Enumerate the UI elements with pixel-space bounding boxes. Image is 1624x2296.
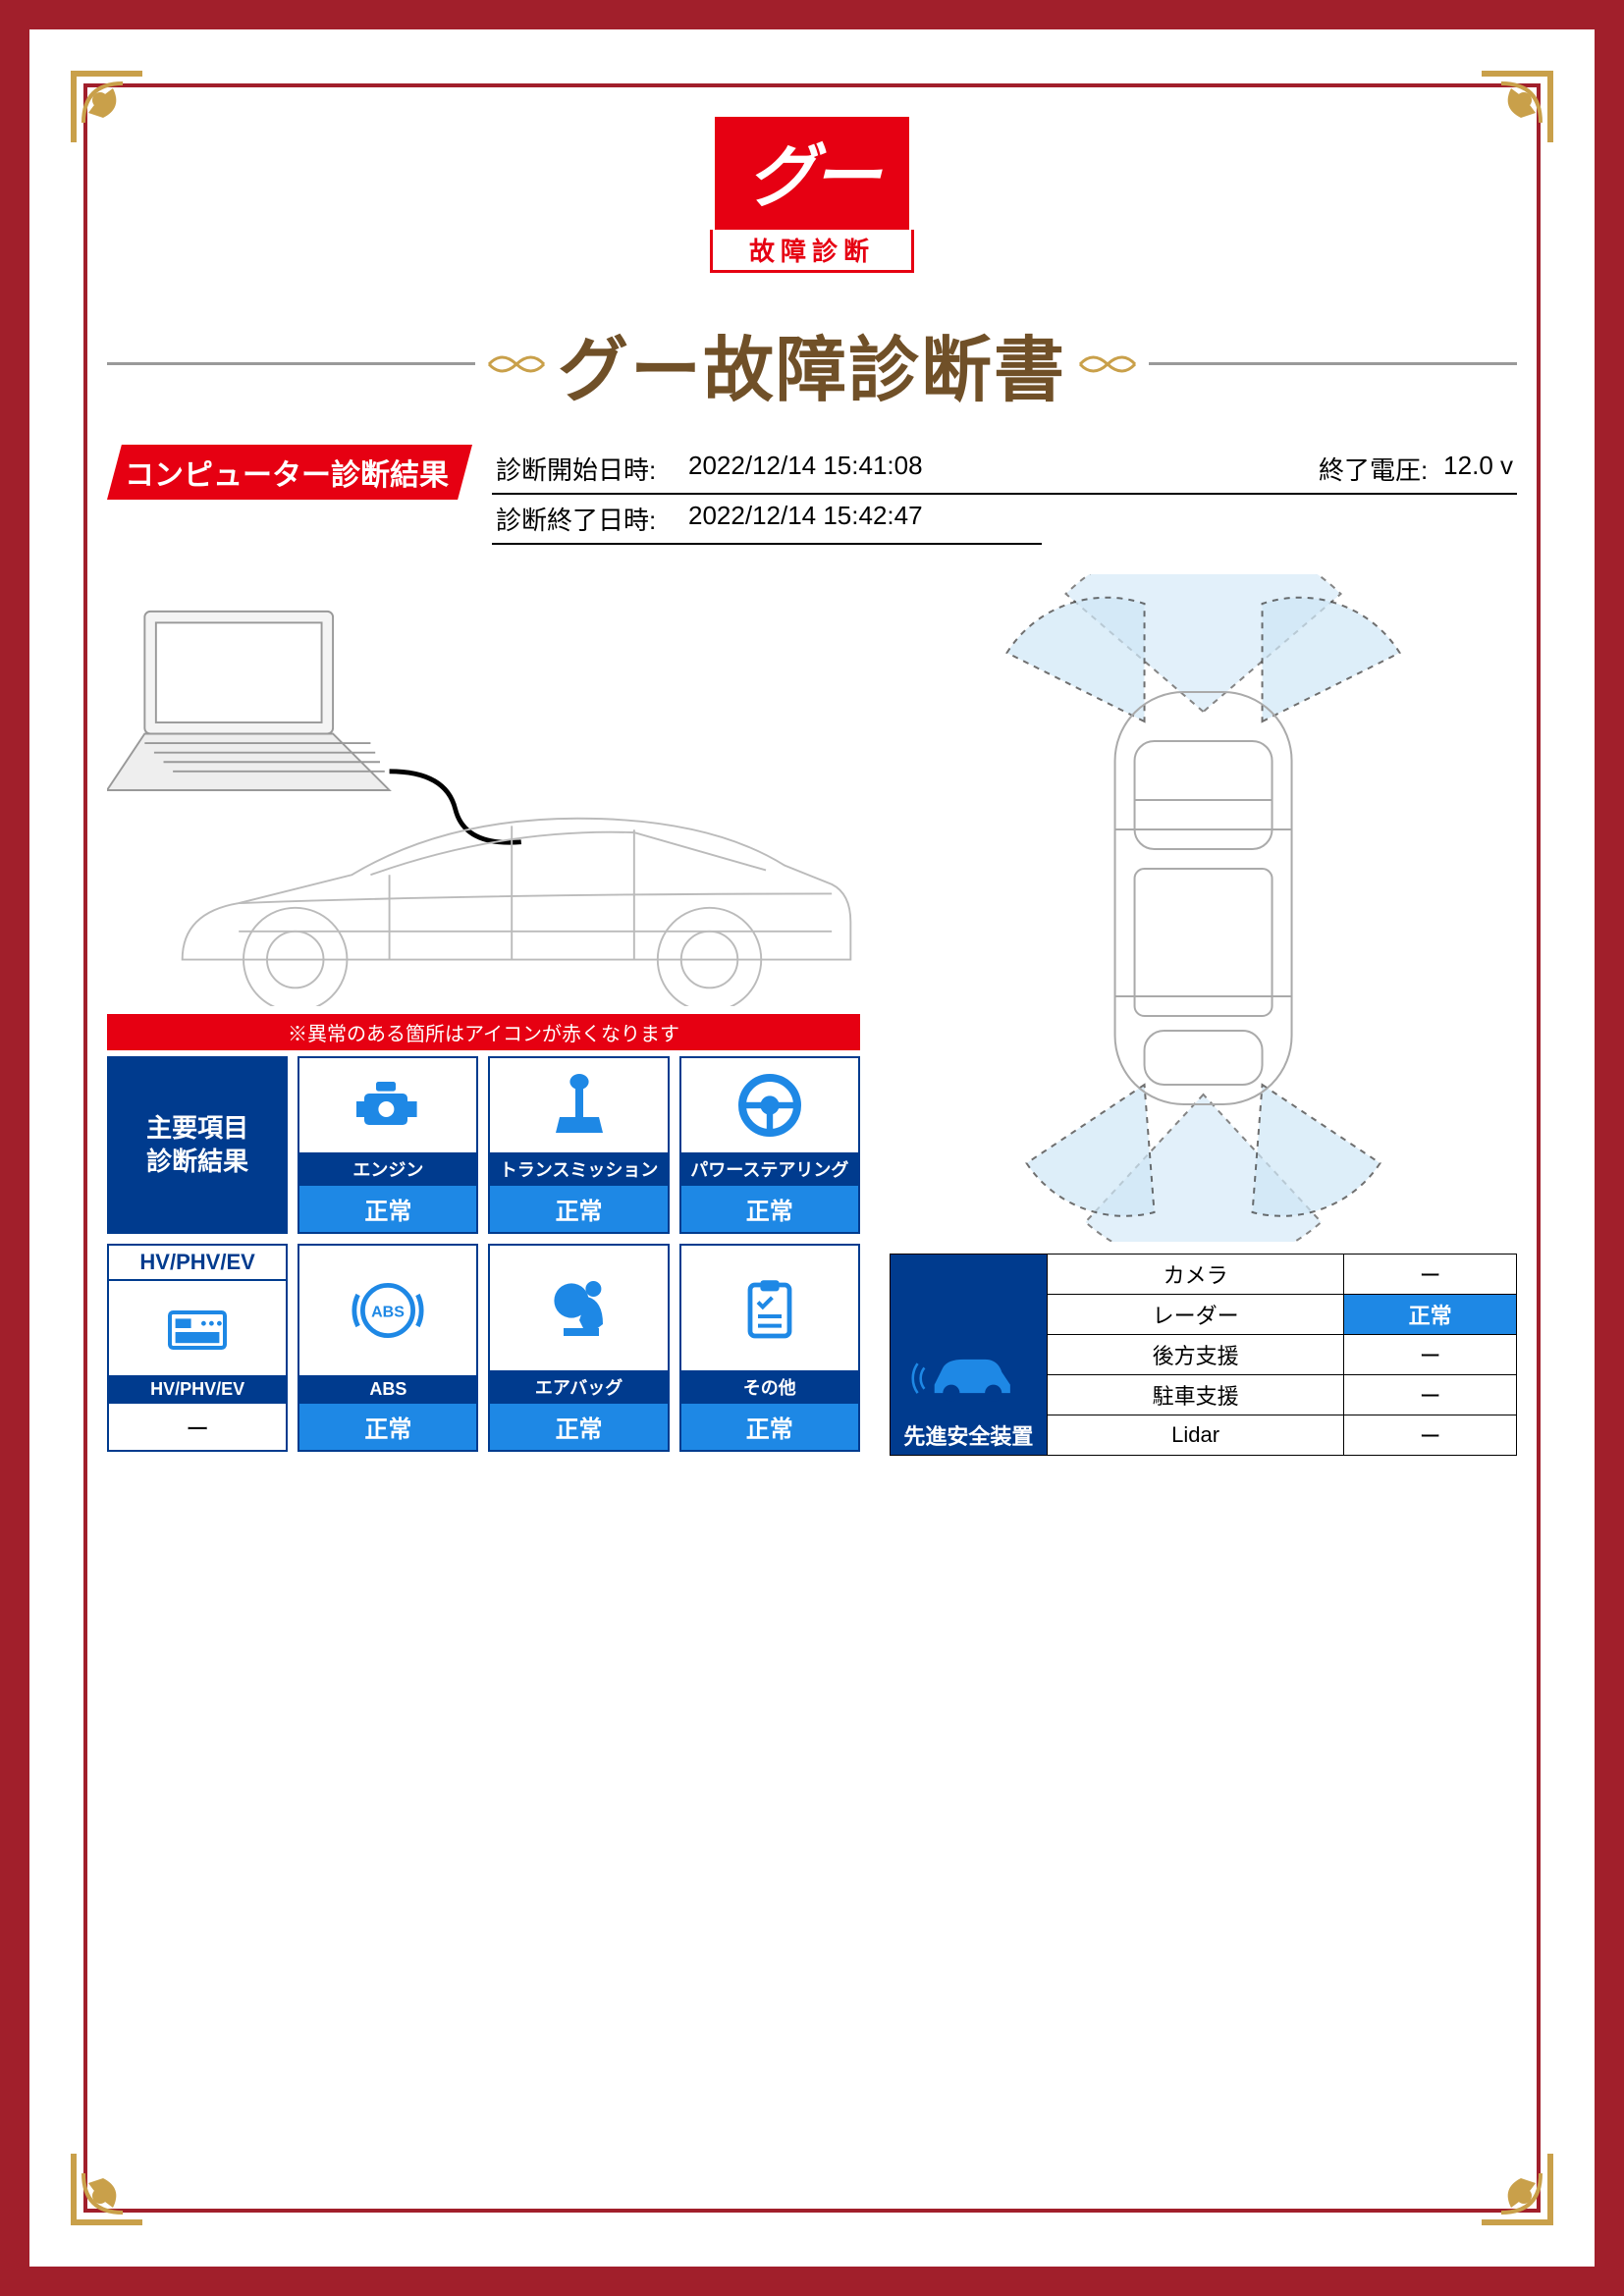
tile-header: 主要項目 診断結果: [107, 1056, 288, 1234]
tile-hv-header: HV/PHV/EV: [109, 1246, 286, 1281]
page-frame: グー 故障診断 グー故障診断書 コンピューター診断結果 診断開始日時: 2022…: [29, 29, 1595, 2267]
tiles-grid: 主要項目 診断結果 エンジン 正常: [107, 1056, 860, 1452]
adas-row-4-value: ー: [1344, 1415, 1517, 1456]
tile-hv: HV/PHV/EV HV/PHV/EV ー: [107, 1244, 288, 1452]
adas-row-0-label: カメラ: [1047, 1255, 1343, 1295]
adas-row-4-label: Lidar: [1047, 1415, 1343, 1456]
title-rule-right: [1149, 362, 1517, 365]
tile-engine-label: エンジン: [299, 1152, 476, 1186]
tile-engine-status: 正常: [299, 1186, 476, 1232]
logo-main: グー: [715, 117, 909, 230]
start-label: 診断開始日時:: [496, 451, 673, 487]
tile-steering: パワーステアリング 正常: [679, 1056, 860, 1234]
adas-row-2-value: ー: [1344, 1335, 1517, 1375]
svg-text:ABS: ABS: [371, 1304, 405, 1320]
left-column: ※異常のある箇所はアイコンが赤くなります 主要項目 診断結果 エンジン 正常: [107, 574, 860, 1456]
tile-transmission-label: トランスミッション: [490, 1152, 667, 1186]
adas-row-1-value: 正常: [1344, 1295, 1517, 1335]
tile-header-text: 主要項目 診断結果: [109, 1058, 286, 1232]
tile-airbag: エアバッグ 正常: [488, 1244, 669, 1452]
tile-other-status: 正常: [681, 1404, 858, 1450]
tile-abs-status: 正常: [299, 1404, 476, 1450]
hv-icon: [109, 1281, 286, 1375]
title-row: グー故障診断書: [107, 312, 1517, 415]
end-value: 2022/12/14 15:42:47: [688, 501, 923, 537]
corner-ornament-icon: [69, 69, 147, 147]
corner-ornament-icon: [1477, 2149, 1555, 2227]
tile-transmission: トランスミッション 正常: [488, 1056, 669, 1234]
tile-engine: エンジン 正常: [298, 1056, 478, 1234]
engine-icon: [299, 1058, 476, 1152]
adas-table: 先進安全装置 カメラ ー レーダー 正常 後方支援 ー 駐車支援: [890, 1254, 1517, 1456]
transmission-icon: [490, 1058, 667, 1152]
tile-abs: ABS ABS 正常: [298, 1244, 478, 1452]
tile-abs-label: ABS: [299, 1375, 476, 1404]
clipboard-icon: [681, 1246, 858, 1370]
voltage-value: 12.0 v: [1443, 451, 1513, 487]
adas-header-cell: 先進安全装置: [890, 1255, 1047, 1456]
tile-airbag-status: 正常: [490, 1404, 667, 1450]
tile-airbag-label: エアバッグ: [490, 1370, 667, 1404]
corner-ornament-icon: [69, 2149, 147, 2227]
laptop-car-illustration: [107, 574, 860, 1006]
tile-steering-status: 正常: [681, 1186, 858, 1232]
tile-other: その他 正常: [679, 1244, 860, 1452]
page-title: グー故障診断書: [558, 312, 1066, 415]
abs-icon: ABS: [299, 1246, 476, 1375]
tile-hv-label: HV/PHV/EV: [109, 1375, 286, 1404]
title-rule-left: [107, 362, 475, 365]
logo: グー 故障診断: [107, 117, 1517, 273]
meta-row: コンピューター診断結果 診断開始日時: 2022/12/14 15:41:08 …: [107, 445, 1517, 545]
adas-row-1-label: レーダー: [1047, 1295, 1343, 1335]
right-column: 先進安全装置 カメラ ー レーダー 正常 後方支援 ー 駐車支援: [890, 574, 1517, 1456]
adas-row-3-label: 駐車支援: [1047, 1375, 1343, 1415]
airbag-icon: [490, 1246, 667, 1370]
ornament-left-icon: [487, 342, 546, 386]
start-value: 2022/12/14 15:41:08: [688, 451, 923, 487]
diagram-row: ※異常のある箇所はアイコンが赤くなります 主要項目 診断結果 エンジン 正常: [107, 574, 1517, 1456]
adas-row-3-value: ー: [1344, 1375, 1517, 1415]
tile-hv-status: ー: [109, 1404, 286, 1450]
end-label: 診断終了日時:: [496, 501, 673, 537]
tile-transmission-status: 正常: [490, 1186, 667, 1232]
adas-row-0-value: ー: [1344, 1255, 1517, 1295]
voltage-label: 終了電圧:: [1319, 451, 1428, 487]
adas-car-icon: [898, 1339, 1039, 1419]
adas-row-2-label: 後方支援: [1047, 1335, 1343, 1375]
steering-icon: [681, 1058, 858, 1152]
meta-fields: 診断開始日時: 2022/12/14 15:41:08 終了電圧: 12.0 v…: [492, 445, 1517, 545]
adas-header-text: 先進安全装置: [898, 1419, 1039, 1451]
section-ribbon: コンピューター診断結果: [107, 445, 472, 500]
corner-ornament-icon: [1477, 69, 1555, 147]
tile-other-label: その他: [681, 1370, 858, 1404]
tile-steering-label: パワーステアリング: [681, 1152, 858, 1186]
ornament-right-icon: [1078, 342, 1137, 386]
car-topview-illustration: [890, 574, 1517, 1242]
note-bar: ※異常のある箇所はアイコンが赤くなります: [107, 1014, 860, 1050]
inner-border: グー 故障診断 グー故障診断書 コンピューター診断結果 診断開始日時: 2022…: [83, 83, 1541, 2213]
logo-sub: 故障診断: [710, 230, 914, 273]
